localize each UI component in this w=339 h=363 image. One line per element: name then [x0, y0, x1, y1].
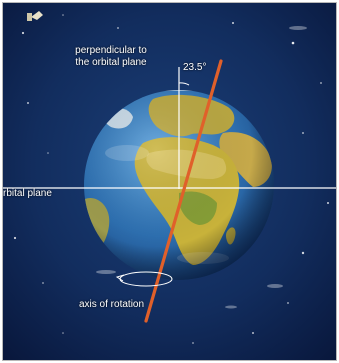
perpendicular-label: perpendicular to the orbital plane	[51, 45, 171, 69]
axis-of-rotation-label: axis of rotation	[79, 299, 145, 310]
perpendicular-label-line2: the orbital plane	[75, 57, 147, 68]
tilt-angle-arc	[178, 82, 190, 86]
nebula-wisps	[96, 26, 307, 309]
rotation-direction-ellipse	[115, 271, 173, 287]
orbital-plane-label: rbital plane	[3, 188, 52, 199]
perpendicular-label-line1: perpendicular to	[75, 45, 147, 56]
axis-of-rotation-line	[144, 59, 223, 323]
earth-tilt-diagram	[3, 3, 336, 360]
stars	[13, 14, 329, 344]
tilt-angle-label: 23.5°	[183, 62, 207, 73]
diagram-frame: perpendicular to the orbital plane 23.5°…	[2, 2, 337, 361]
satellite-icon	[27, 11, 43, 21]
